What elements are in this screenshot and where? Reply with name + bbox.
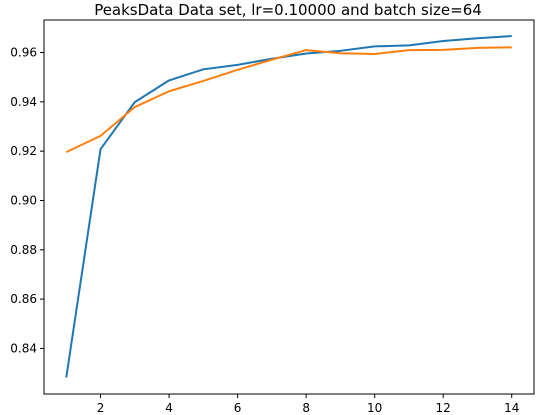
x-tick-label: 6: [234, 401, 242, 415]
plot-area-frame: [43, 19, 535, 395]
x-tick-label: 10: [367, 401, 382, 415]
chart-title: PeaksData Data set, lr=0.10000 and batch…: [94, 1, 482, 19]
y-tick-label: 0.86: [10, 292, 37, 306]
y-tick-label: 0.84: [10, 341, 37, 355]
x-tick-label: 14: [504, 401, 519, 415]
x-tick-label: 12: [436, 401, 451, 415]
y-tick-label: 0.92: [10, 144, 37, 158]
y-tick-label: 0.96: [10, 46, 37, 60]
x-tick-label: 8: [302, 401, 310, 415]
y-tick-label: 0.90: [10, 193, 37, 207]
series-line-2: [65, 46, 512, 154]
y-tick-label: 0.94: [10, 95, 37, 109]
x-axis: 2 4 6 8 10 12 14: [97, 394, 519, 415]
series-line-1: [65, 35, 512, 378]
y-tick-label: 0.88: [10, 243, 37, 257]
x-tick-label: 4: [165, 401, 173, 415]
x-tick-label: 2: [97, 401, 105, 415]
series-layer: [65, 35, 512, 378]
y-axis: 0.84 0.86 0.88 0.90 0.92 0.94 0.96: [10, 46, 44, 355]
